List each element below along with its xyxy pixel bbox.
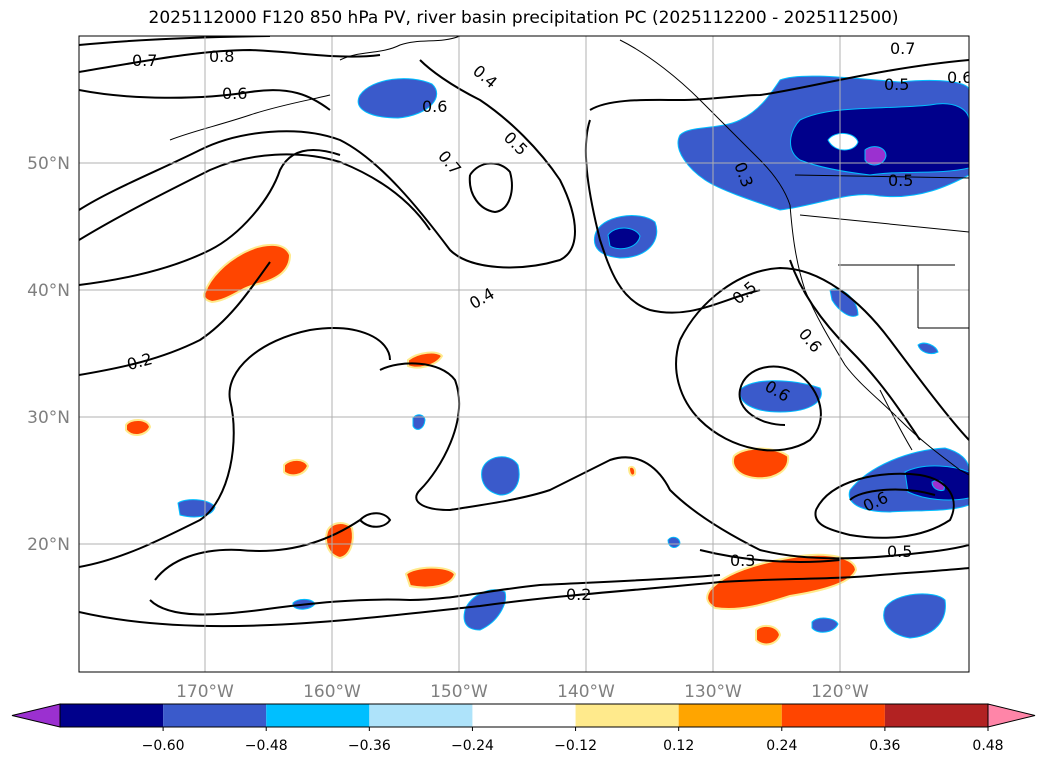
- colorbar-tick-label: −0.48: [245, 738, 288, 754]
- colorbar-tick-label: −0.12: [554, 738, 597, 754]
- colorbar-tick-label: 0.12: [663, 738, 694, 754]
- border-us-canada: [794, 174, 969, 179]
- precip-blob: [412, 414, 426, 430]
- contour-line: [814, 472, 955, 539]
- contour-label: 0.5: [884, 75, 909, 94]
- longitude-label: 130°W: [684, 682, 742, 702]
- colorbar-tick-label: −0.36: [348, 738, 391, 754]
- contour-label: 0.5: [887, 542, 912, 561]
- contour-label: 0.7: [890, 39, 915, 58]
- precip-blob: [481, 456, 520, 496]
- colorbar-segment: [369, 704, 473, 727]
- precip-blob: [325, 522, 354, 560]
- contour-line: [79, 327, 391, 568]
- contour-label: 0.2: [566, 585, 591, 604]
- contour-line: [79, 48, 381, 73]
- latitude-labels: 50°N 40°N 30°N 20°N: [27, 154, 70, 555]
- contour-line: [154, 519, 361, 581]
- longitude-label: 160°W: [303, 682, 361, 702]
- latitude-label: 40°N: [27, 281, 70, 301]
- contour-label: 0.6: [947, 68, 972, 87]
- precip-blob: [627, 465, 637, 477]
- latitude-label: 20°N: [27, 535, 70, 555]
- coastline-baja: [879, 389, 913, 451]
- precip-blob: [811, 617, 839, 633]
- contour-label: 0.3: [730, 551, 755, 570]
- contour-line: [79, 89, 331, 111]
- coastlines: [169, 36, 969, 476]
- coastline-us-west: [789, 204, 969, 476]
- colorbar-segment: [575, 704, 679, 727]
- contour-label: 0.8: [209, 47, 234, 66]
- contour-label: 0.5: [888, 171, 913, 190]
- border-states: [799, 214, 969, 329]
- coastline-bc: [619, 39, 791, 206]
- precip-blob: [917, 342, 939, 355]
- precip-blob: [283, 458, 310, 477]
- colorbar: [11, 703, 1036, 728]
- figure-title: 2025112000 F120 850 hPa PV, river basin …: [148, 8, 899, 28]
- colorbar-extend-high: [987, 703, 1036, 728]
- contour-line: [849, 488, 936, 501]
- contour-label: 0.6: [222, 84, 247, 103]
- colorbar-tick-label: 0.24: [766, 738, 797, 754]
- colorbar-tick-label: −0.24: [451, 738, 494, 754]
- colorbar-segment: [472, 704, 576, 727]
- contour-line: [675, 339, 822, 452]
- latitude-label: 50°N: [27, 154, 70, 174]
- precip-blob: [125, 419, 152, 436]
- colorbar-border: [59, 703, 989, 728]
- colorbar-segment: [678, 704, 782, 727]
- latitude-label: 30°N: [27, 408, 70, 428]
- colorbar-segment: [163, 704, 267, 727]
- longitude-label: 140°W: [557, 682, 615, 702]
- precip-blob: [404, 566, 457, 589]
- coastline-alaska: [339, 36, 461, 61]
- colorbar-tick-label: 0.36: [869, 738, 900, 754]
- coastline-alaska-chain: [169, 94, 331, 141]
- contour-line: [789, 259, 921, 441]
- colorbar-segment: [884, 704, 988, 727]
- colorbar-segment: [266, 704, 370, 727]
- longitude-label: 150°W: [430, 682, 488, 702]
- contour-label: 0.6: [422, 97, 447, 116]
- precip-hole: [827, 133, 859, 151]
- contour-line: [589, 59, 969, 111]
- colorbar-tick-label: 0.48: [972, 738, 1003, 754]
- contour-line: [79, 567, 969, 628]
- precip-blob: [732, 447, 790, 480]
- contour-line: [699, 549, 841, 563]
- colorbar-tick-label: −0.60: [142, 738, 185, 754]
- precip-blob: [203, 243, 292, 304]
- contour-line: [584, 119, 761, 314]
- longitude-labels: 170°W 160°W 150°W 140°W 130°W 120°W: [176, 682, 869, 702]
- contour-line: [79, 261, 271, 376]
- precip-core: [790, 103, 969, 176]
- longitude-label: 170°W: [176, 682, 234, 702]
- contour-line: [379, 362, 969, 560]
- contour-line: [79, 149, 341, 286]
- gridlines: [79, 36, 969, 672]
- contour-line: [79, 153, 431, 241]
- longitude-label: 120°W: [811, 682, 869, 702]
- precip-blob: [667, 536, 681, 548]
- precip-peak: [864, 146, 887, 166]
- colorbar-segment: [781, 704, 885, 727]
- contour-line: [149, 574, 721, 616]
- colorbar-extend-low: [11, 703, 61, 728]
- precip-blob: [755, 624, 782, 646]
- precip-core: [607, 227, 641, 250]
- colorbar-segment: [60, 704, 164, 727]
- precip-positive-areas: [125, 243, 858, 646]
- precip-blob: [357, 78, 438, 119]
- map-frame: [78, 35, 970, 673]
- colorbar-ticks: −0.60 −0.48 −0.36 −0.24 −0.12 0.12 0.24 0.36 0.4…: [142, 727, 1004, 754]
- precip-blob: [177, 499, 216, 518]
- precip-blob: [883, 593, 946, 639]
- contour-label: 0.7: [132, 51, 157, 70]
- contour-line: [359, 512, 392, 528]
